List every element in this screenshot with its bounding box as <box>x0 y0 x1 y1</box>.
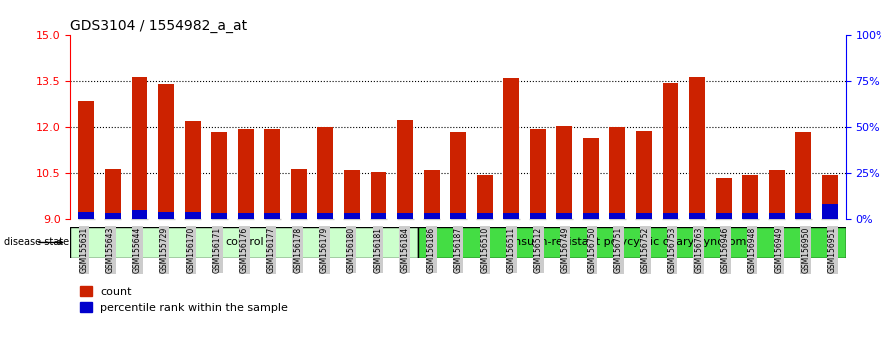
Text: GSM156179: GSM156179 <box>320 227 329 273</box>
Bar <box>636 213 652 219</box>
Text: GSM156946: GSM156946 <box>721 227 730 273</box>
Text: GSM156763: GSM156763 <box>694 227 703 273</box>
Text: control: control <box>225 238 263 247</box>
Text: disease state: disease state <box>4 238 69 247</box>
Bar <box>529 213 545 219</box>
Bar <box>158 85 174 219</box>
Text: GSM156948: GSM156948 <box>748 227 757 273</box>
Bar <box>291 213 307 219</box>
Text: GSM156170: GSM156170 <box>186 227 196 273</box>
FancyBboxPatch shape <box>70 227 418 258</box>
Text: GSM155631: GSM155631 <box>79 227 88 273</box>
Text: GSM156176: GSM156176 <box>240 227 248 273</box>
Bar <box>636 131 652 219</box>
Text: GSM156178: GSM156178 <box>293 227 302 273</box>
Legend: count, percentile rank within the sample: count, percentile rank within the sample <box>76 282 292 318</box>
Bar <box>503 78 519 219</box>
Bar <box>211 132 227 219</box>
Bar <box>796 213 811 219</box>
Bar <box>424 213 440 219</box>
Text: GSM156512: GSM156512 <box>534 227 543 273</box>
Bar <box>185 121 201 219</box>
Bar <box>822 204 838 219</box>
Bar <box>450 132 466 219</box>
Bar <box>371 172 387 219</box>
Bar <box>131 210 147 219</box>
Bar <box>371 213 387 219</box>
Bar <box>769 213 785 219</box>
Text: GSM156187: GSM156187 <box>454 227 463 273</box>
Bar <box>742 213 759 219</box>
Text: GSM156750: GSM156750 <box>588 227 596 273</box>
Bar <box>105 213 121 219</box>
Text: insulin-resistant polycystic ovary syndrome: insulin-resistant polycystic ovary syndr… <box>511 238 753 247</box>
Text: GSM156186: GSM156186 <box>427 227 436 273</box>
Bar <box>317 127 333 219</box>
Bar <box>689 77 705 219</box>
Bar <box>610 213 626 219</box>
Bar <box>291 169 307 219</box>
Text: GDS3104 / 1554982_a_at: GDS3104 / 1554982_a_at <box>70 19 248 33</box>
Bar <box>131 77 147 219</box>
Bar <box>663 83 678 219</box>
Bar <box>105 169 121 219</box>
Bar <box>344 213 359 219</box>
Bar <box>557 213 573 219</box>
Bar <box>185 212 201 219</box>
Bar <box>822 175 838 219</box>
Text: GSM156171: GSM156171 <box>213 227 222 273</box>
Text: GSM156751: GSM156751 <box>614 227 623 273</box>
Text: GSM156180: GSM156180 <box>347 227 356 273</box>
Bar <box>238 213 254 219</box>
Text: GSM156951: GSM156951 <box>828 227 837 273</box>
Bar <box>742 175 759 219</box>
Bar <box>689 213 705 219</box>
Text: GSM155644: GSM155644 <box>133 227 142 273</box>
Bar <box>715 213 731 219</box>
Bar <box>796 132 811 219</box>
Bar <box>238 129 254 219</box>
Text: GSM156749: GSM156749 <box>560 227 569 273</box>
Bar <box>557 126 573 219</box>
Bar <box>264 129 280 219</box>
Bar <box>583 213 599 219</box>
Bar <box>610 127 626 219</box>
Text: GSM156177: GSM156177 <box>266 227 276 273</box>
Text: GSM156950: GSM156950 <box>801 227 811 273</box>
Text: GSM155729: GSM155729 <box>159 227 168 273</box>
Bar <box>715 178 731 219</box>
Bar <box>663 213 678 219</box>
Bar <box>769 170 785 219</box>
Bar <box>78 101 94 219</box>
Text: GSM156184: GSM156184 <box>400 227 409 273</box>
Bar <box>397 120 413 219</box>
Text: GSM156949: GSM156949 <box>774 227 783 273</box>
Text: GSM156510: GSM156510 <box>480 227 489 273</box>
Bar <box>529 129 545 219</box>
FancyBboxPatch shape <box>418 227 846 258</box>
Bar <box>477 175 492 219</box>
Bar <box>78 212 94 219</box>
Bar <box>317 213 333 219</box>
Bar <box>503 213 519 219</box>
Bar <box>211 213 227 219</box>
Text: GSM156511: GSM156511 <box>507 227 516 273</box>
Text: GSM156753: GSM156753 <box>668 227 677 273</box>
Text: GSM156752: GSM156752 <box>640 227 650 273</box>
Bar <box>344 170 359 219</box>
Bar <box>477 213 492 219</box>
Bar <box>264 213 280 219</box>
Text: GSM155643: GSM155643 <box>106 227 115 273</box>
Bar <box>450 213 466 219</box>
Bar <box>424 170 440 219</box>
Bar <box>583 138 599 219</box>
Text: GSM156181: GSM156181 <box>374 227 382 273</box>
Bar <box>397 213 413 219</box>
Bar <box>158 212 174 219</box>
